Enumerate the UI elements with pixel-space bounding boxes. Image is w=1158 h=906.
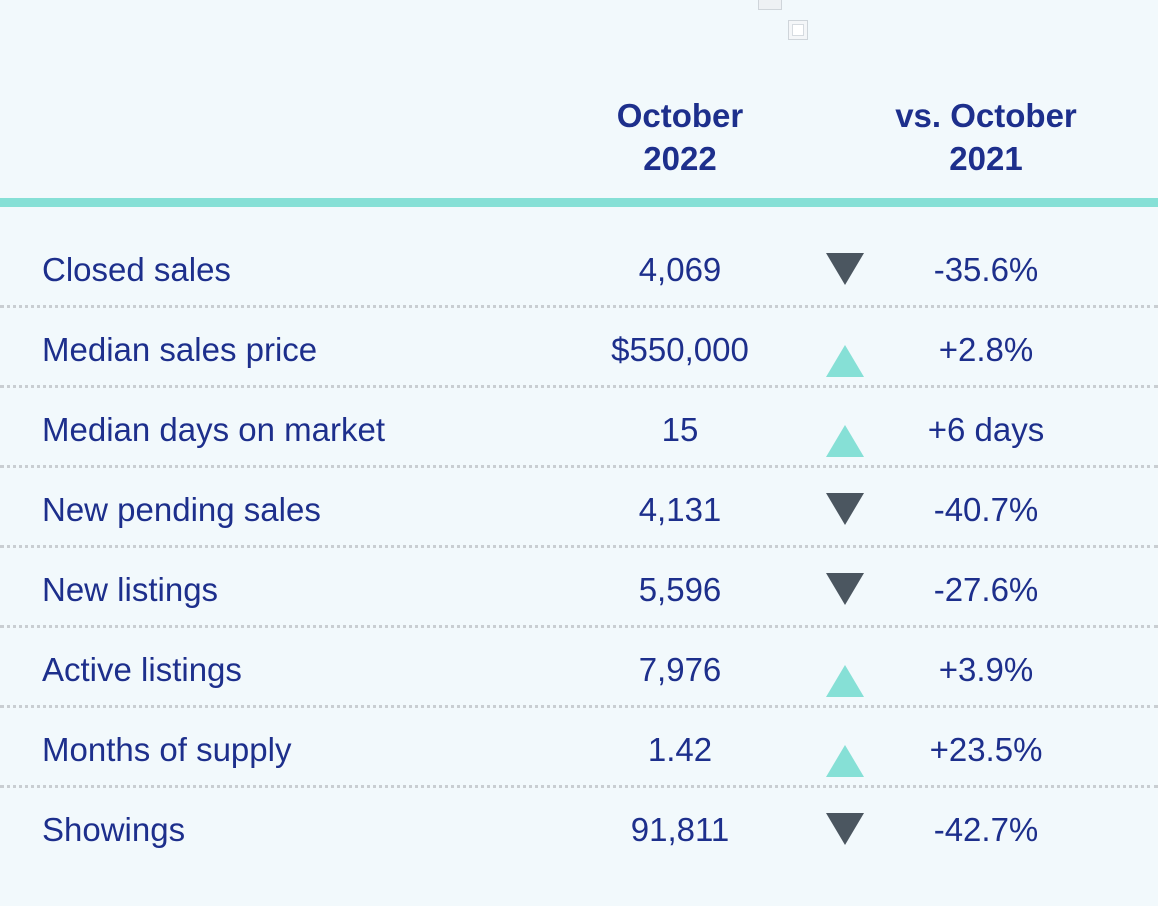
arrow-down-icon	[824, 572, 866, 606]
table-row-showings: Showings 91,811 -42.7%	[0, 788, 1158, 868]
row-label: Active listings	[42, 651, 242, 688]
header-current-period: October 2022	[560, 94, 800, 180]
arrow-up-icon	[824, 744, 866, 778]
header-compare-period: vs. October 2021	[846, 94, 1126, 180]
row-label: Months of supply	[42, 731, 292, 768]
window-control	[758, 0, 782, 10]
row-label: Showings	[42, 811, 186, 848]
arrow-down-icon	[824, 812, 866, 846]
table-row-months-of-supply: Months of supply 1.42 +23.5%	[0, 708, 1158, 788]
row-change: -42.7%	[933, 811, 1039, 848]
row-value: 1.42	[647, 731, 713, 768]
header-divider	[0, 198, 1158, 207]
row-label: Median sales price	[42, 331, 318, 368]
arrow-up-icon	[824, 664, 866, 698]
table-row-new-listings: New listings 5,596 -27.6%	[0, 548, 1158, 628]
row-label: New pending sales	[42, 491, 321, 528]
row-value: $550,000	[611, 331, 749, 368]
table-row-active-listings: Active listings 7,976 +3.9%	[0, 628, 1158, 708]
table-row-median-sales-price: Median sales price $550,000 +2.8%	[0, 308, 1158, 388]
row-label: Closed sales	[42, 251, 231, 288]
row-change: +3.9%	[938, 651, 1034, 688]
row-value: 7,976	[638, 651, 722, 688]
header-compare-year: 2021	[949, 140, 1023, 177]
row-value: 4,131	[638, 491, 722, 528]
arrow-down-icon	[824, 492, 866, 526]
row-change: +2.8%	[938, 331, 1034, 368]
row-change: +23.5%	[929, 731, 1043, 768]
row-value: 15	[661, 411, 699, 448]
row-change: -40.7%	[933, 491, 1039, 528]
row-change: -35.6%	[933, 251, 1039, 288]
row-value: 4,069	[638, 251, 722, 288]
table-row-new-pending-sales: New pending sales 4,131 -40.7%	[0, 468, 1158, 548]
arrow-up-icon	[824, 344, 866, 378]
row-change: -27.6%	[933, 571, 1039, 608]
arrow-up-icon	[824, 424, 866, 458]
window-control-box	[788, 20, 808, 40]
row-change: +6 days	[927, 411, 1045, 448]
header-compare-month: vs. October	[895, 97, 1077, 134]
header-current-month: October	[616, 97, 744, 134]
table-row-closed-sales: Closed sales 4,069 -35.6%	[0, 228, 1158, 308]
header-current-year: 2022	[643, 140, 717, 177]
row-label: New listings	[42, 571, 219, 608]
table-body: Closed sales 4,069 -35.6% Median sales pric…	[0, 228, 1158, 868]
row-label: Median days on market	[42, 411, 386, 448]
row-value: 5,596	[638, 571, 722, 608]
table-header: October 2022 vs. October 2021	[0, 94, 1158, 184]
table-row-median-days-on-market: Median days on market 15 +6 days	[0, 388, 1158, 468]
arrow-down-icon	[824, 252, 866, 286]
row-value: 91,811	[630, 811, 730, 848]
